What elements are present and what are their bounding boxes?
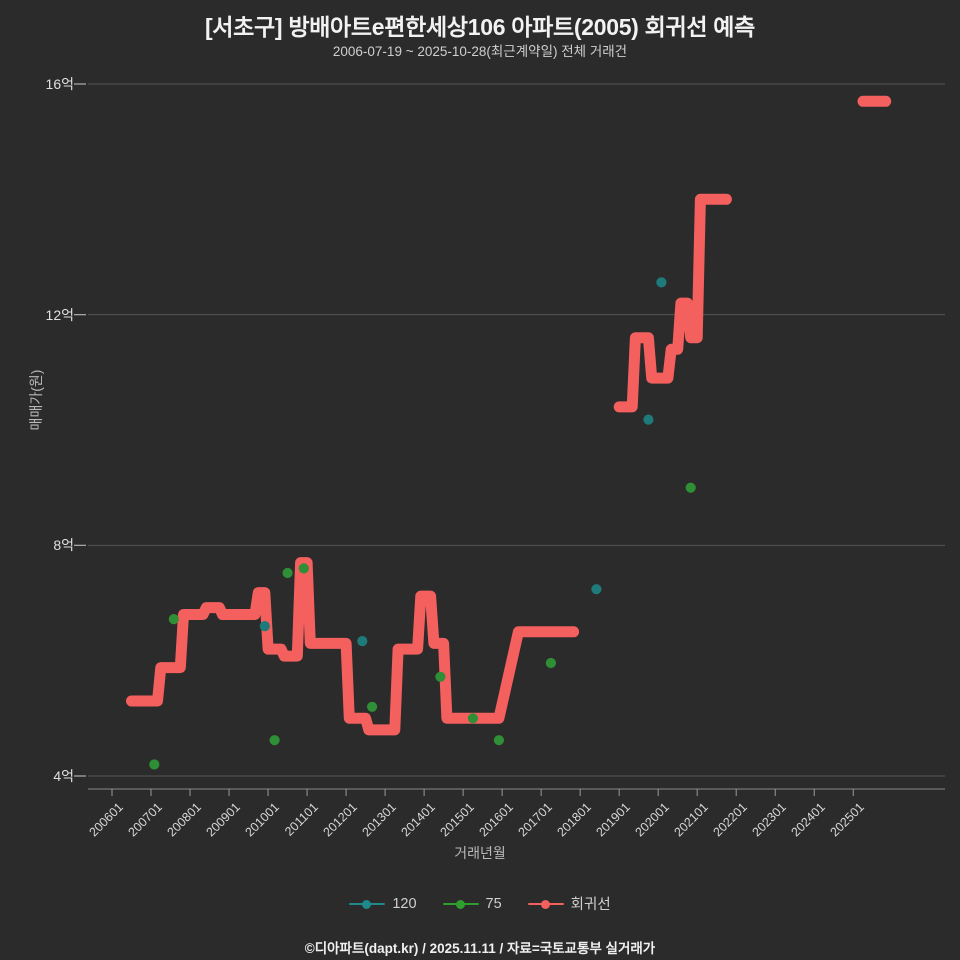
footer-credit: ©디아파트(dapt.kr) / 2025.11.11 / 자료=국토교통부 실… bbox=[304, 941, 656, 956]
y-tick-label-wrap: 12억 bbox=[0, 307, 74, 335]
scatter-point bbox=[591, 584, 602, 595]
x-axis bbox=[74, 83, 945, 796]
series-scatter-75 bbox=[149, 482, 696, 770]
scatter-point bbox=[493, 735, 504, 746]
regression-line bbox=[126, 557, 580, 736]
legend-item[interactable]: 회귀선 bbox=[527, 893, 611, 914]
scatter-point bbox=[168, 614, 179, 625]
gridlines bbox=[88, 83, 945, 777]
scatter-point bbox=[367, 701, 378, 712]
scatter-point bbox=[282, 567, 293, 579]
scatter-point bbox=[259, 621, 270, 632]
legend-item[interactable]: 120 bbox=[349, 895, 417, 912]
scatter-point bbox=[149, 759, 160, 770]
legend-marker-icon bbox=[527, 898, 564, 910]
legend-marker-icon bbox=[442, 898, 479, 910]
y-tick-label-wrap: 16억 bbox=[0, 76, 74, 104]
y-tick-label-wrap: 8억 bbox=[0, 537, 74, 565]
scatter-point bbox=[545, 657, 557, 669]
legend-marker-icon bbox=[349, 898, 386, 910]
series-regression bbox=[126, 95, 892, 736]
legend-item[interactable]: 75 bbox=[442, 895, 502, 912]
y-tick-label: 12억 bbox=[45, 306, 74, 323]
scatter-point bbox=[357, 636, 368, 647]
y-axis-title: 매매가(원) bbox=[28, 369, 44, 431]
y-tick-label-wrap: 4억 bbox=[0, 768, 74, 796]
page-title: [서초구] 방배아트e편한세상106 아파트(2005) 회귀선 예측 bbox=[204, 14, 756, 40]
page-subtitle: 2006-07-19 ~ 2025-10-28(최근계약일) 전체 거래건 bbox=[332, 44, 628, 59]
scatter-point bbox=[467, 713, 478, 724]
x-axis-title: 거래년월 bbox=[454, 845, 506, 861]
legend-label: 회귀선 bbox=[570, 897, 611, 913]
chart-legend: 120 75 회귀선 bbox=[0, 893, 960, 914]
legend-dot bbox=[362, 899, 372, 909]
scatter-point bbox=[298, 563, 309, 574]
legend-label: 75 bbox=[485, 895, 502, 912]
legend-label: 120 bbox=[392, 895, 417, 912]
y-tick-label: 16억 bbox=[45, 76, 74, 92]
y-tick-label: 8억 bbox=[53, 537, 74, 554]
series-scatter-120 bbox=[259, 277, 667, 647]
scatter-point bbox=[269, 735, 280, 746]
scatter-point bbox=[685, 482, 696, 493]
scatter-point bbox=[643, 414, 654, 425]
regression-line bbox=[613, 193, 732, 413]
legend-dot bbox=[540, 899, 550, 909]
y-tick-label: 4억 bbox=[53, 768, 74, 784]
legend-dot bbox=[455, 899, 465, 909]
scatter-point bbox=[435, 671, 446, 682]
scatter-point bbox=[656, 277, 667, 288]
